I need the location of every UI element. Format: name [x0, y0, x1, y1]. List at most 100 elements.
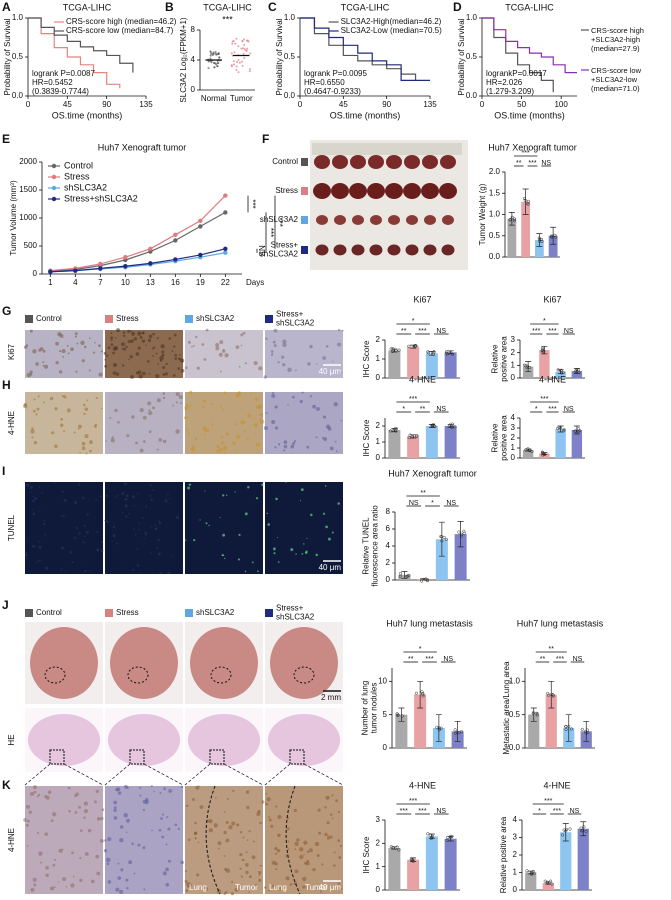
- sample-dot: [579, 826, 583, 830]
- texture: [133, 337, 138, 341]
- row-label: shSLC3A2: [260, 250, 299, 259]
- texture: [292, 441, 296, 445]
- texture: [65, 886, 68, 888]
- texture: [206, 428, 210, 432]
- texture: [73, 431, 76, 434]
- texture: [266, 797, 271, 802]
- texture: [194, 837, 197, 840]
- error-bar: [457, 521, 464, 548]
- error-bar: [391, 846, 398, 850]
- sample-dot: [209, 51, 212, 54]
- error-bar: [541, 452, 548, 455]
- error-bar: [573, 368, 580, 374]
- texture: [304, 861, 308, 865]
- sample-dot: [580, 727, 584, 731]
- texture: [225, 494, 228, 496]
- texture: [240, 344, 243, 347]
- texture: [184, 406, 189, 411]
- y-tick-label: 0: [376, 453, 381, 462]
- texture: [131, 495, 135, 499]
- texture: [100, 549, 104, 553]
- texture: [125, 831, 128, 833]
- texture: [157, 552, 161, 556]
- texture: [232, 441, 236, 446]
- nodule-outline: [210, 666, 232, 684]
- texture: [83, 809, 89, 814]
- texture: [315, 553, 318, 557]
- y-tick-label: 0: [386, 575, 391, 584]
- texture: [121, 565, 123, 567]
- texture: [265, 792, 268, 795]
- texture: [161, 353, 165, 357]
- zoom-line: [63, 763, 104, 786]
- texture: [33, 790, 37, 794]
- texture: [78, 483, 81, 486]
- texture: [277, 443, 281, 446]
- legend-item: CRS-score low +SLC3A2-low (median=71.0): [591, 66, 642, 93]
- sample-dot: [453, 425, 457, 429]
- sample-dot: [413, 344, 417, 348]
- sample-dot: [230, 52, 233, 55]
- texture: [306, 445, 310, 449]
- x-tick-label: 1: [48, 278, 53, 287]
- he-lung: [188, 714, 260, 766]
- sig-label: ***: [528, 160, 536, 167]
- tumor: [333, 244, 347, 256]
- texture: [276, 848, 281, 853]
- sample-dot: [243, 57, 246, 60]
- legend-label: CRS-score low +SLC3A2-low (median=71.0): [591, 66, 642, 93]
- texture: [232, 789, 235, 793]
- texture: [180, 860, 184, 865]
- he-lung: [268, 714, 340, 766]
- texture: [83, 801, 89, 806]
- texture: [79, 856, 82, 860]
- texture: [236, 823, 240, 827]
- annotation: (0.3839-0.7744): [32, 87, 89, 96]
- texture: [274, 405, 278, 409]
- he-lung: [28, 714, 100, 766]
- error-bar: [428, 351, 435, 356]
- point: [223, 250, 228, 255]
- texture: [50, 819, 54, 823]
- sample-dot: [241, 39, 244, 42]
- row-swatch: [301, 246, 308, 254]
- texture: [52, 863, 56, 867]
- texture: [257, 570, 259, 573]
- annotation: ***: [222, 14, 233, 24]
- annotation: logrankP=0.0017: [486, 69, 547, 78]
- micrograph: [25, 392, 103, 454]
- texture: [322, 356, 327, 360]
- texture: [122, 334, 126, 338]
- x-tick-label: 135: [423, 100, 437, 109]
- texture: [139, 572, 141, 574]
- y-tick-label: 0: [33, 269, 38, 278]
- texture: [63, 395, 67, 399]
- sample-dot: [426, 350, 430, 354]
- texture: [187, 432, 190, 435]
- texture: [147, 338, 152, 342]
- tumor: [368, 155, 384, 169]
- texture: [74, 332, 78, 336]
- texture: [135, 352, 140, 356]
- point: [148, 246, 153, 251]
- texture: [125, 515, 128, 518]
- texture: [312, 404, 317, 409]
- y-tick-label: 0.5: [466, 52, 478, 61]
- texture: [218, 847, 220, 850]
- y-tick-label: 500: [24, 241, 38, 250]
- sample-dot: [459, 730, 464, 734]
- texture: [42, 401, 45, 404]
- y-tick-label: 1: [511, 360, 516, 369]
- error-bar: [557, 369, 564, 374]
- texture: [302, 885, 306, 889]
- texture: [256, 811, 261, 817]
- texture: [133, 528, 135, 530]
- sample-dot: [547, 693, 551, 697]
- y-axis-label: positive area: [500, 336, 509, 382]
- texture: [309, 344, 313, 349]
- texture: [42, 364, 45, 367]
- texture: [79, 829, 83, 832]
- sample-dot: [538, 237, 542, 242]
- point: [223, 193, 228, 198]
- texture: [81, 446, 86, 451]
